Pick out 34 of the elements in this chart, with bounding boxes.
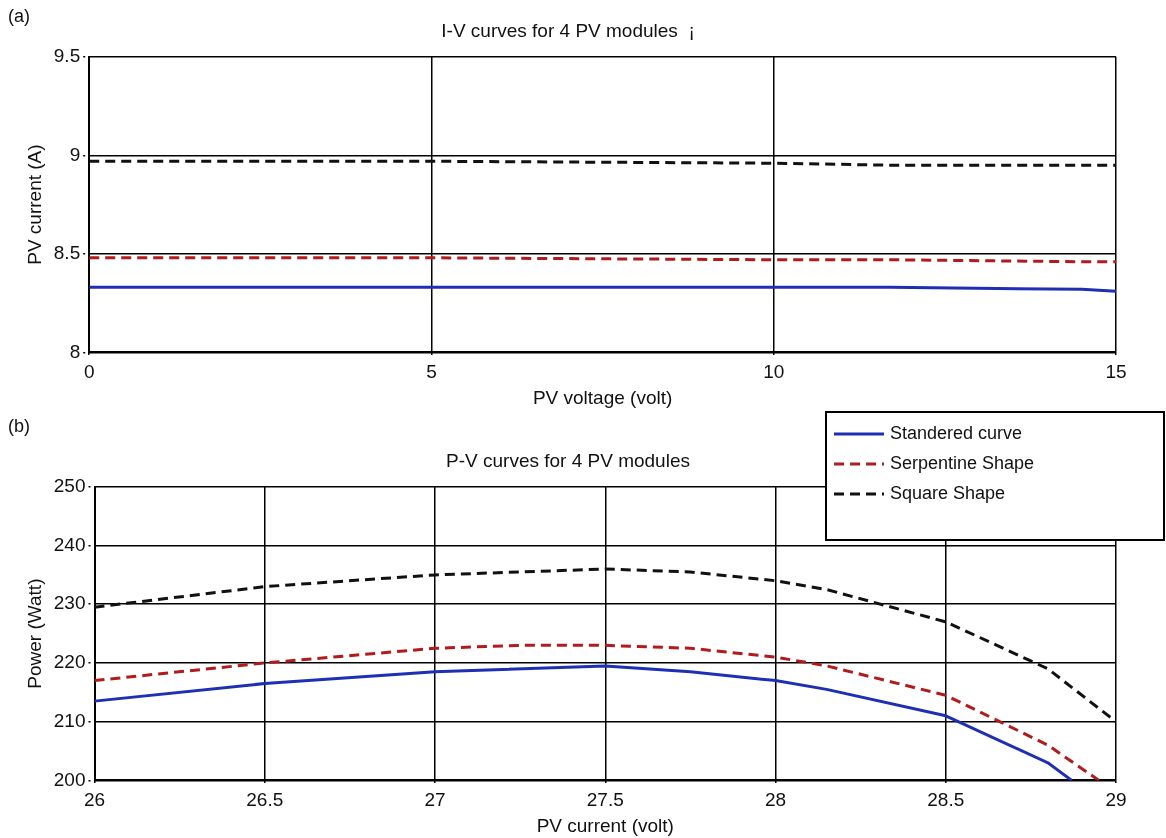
line-series: [94, 643, 1101, 781]
y-tick-label: 8.5: [53, 242, 81, 264]
y-tick-label: 9.5: [53, 45, 81, 67]
y-tick-label: 210: [53, 709, 86, 731]
x-tick-label: 28: [764, 789, 787, 811]
legend-label: Serpentine Shape: [890, 452, 1035, 473]
x-tick-label: 15: [1105, 361, 1127, 383]
y-tick-label: 220: [53, 651, 86, 673]
y-tick-label: 240: [53, 533, 86, 555]
x-tick-label: 28.5: [927, 789, 965, 811]
y-tick-label: 200: [53, 768, 86, 790]
x-tick-label: 10: [763, 361, 785, 383]
legend-label: Square Shape: [890, 482, 1006, 503]
x-tick-label: 26: [83, 789, 106, 811]
x-tick-label: 26.5: [246, 789, 284, 811]
line-series: [94, 567, 1116, 724]
chart-title: I-V curves for 4 PV modules ¡: [441, 19, 695, 41]
text: (a): [8, 5, 30, 26]
x-tick-label: 27: [424, 789, 446, 811]
x-tick-label: 5: [426, 361, 437, 383]
chart-title: P-V curves for 4 PV modules: [446, 449, 690, 471]
x-tick-label: 0: [83, 361, 95, 383]
y-tick-label: 8: [69, 340, 81, 362]
y-axis-title: Power (Watt): [23, 578, 45, 689]
x-axis-title: PV current (volt): [536, 814, 674, 836]
y-tick-label: 9: [69, 143, 81, 165]
legend-label: Standered curve: [890, 422, 1023, 443]
y-axis-title: PV current (A): [23, 144, 45, 265]
y-tick-label: 230: [53, 592, 86, 614]
x-axis-title: PV voltage (volt): [532, 386, 673, 408]
text: (b): [8, 415, 30, 436]
y-tick-label: 250: [53, 475, 86, 497]
x-tick-label: 29: [1105, 789, 1127, 811]
x-tick-label: 27.5: [586, 789, 624, 811]
